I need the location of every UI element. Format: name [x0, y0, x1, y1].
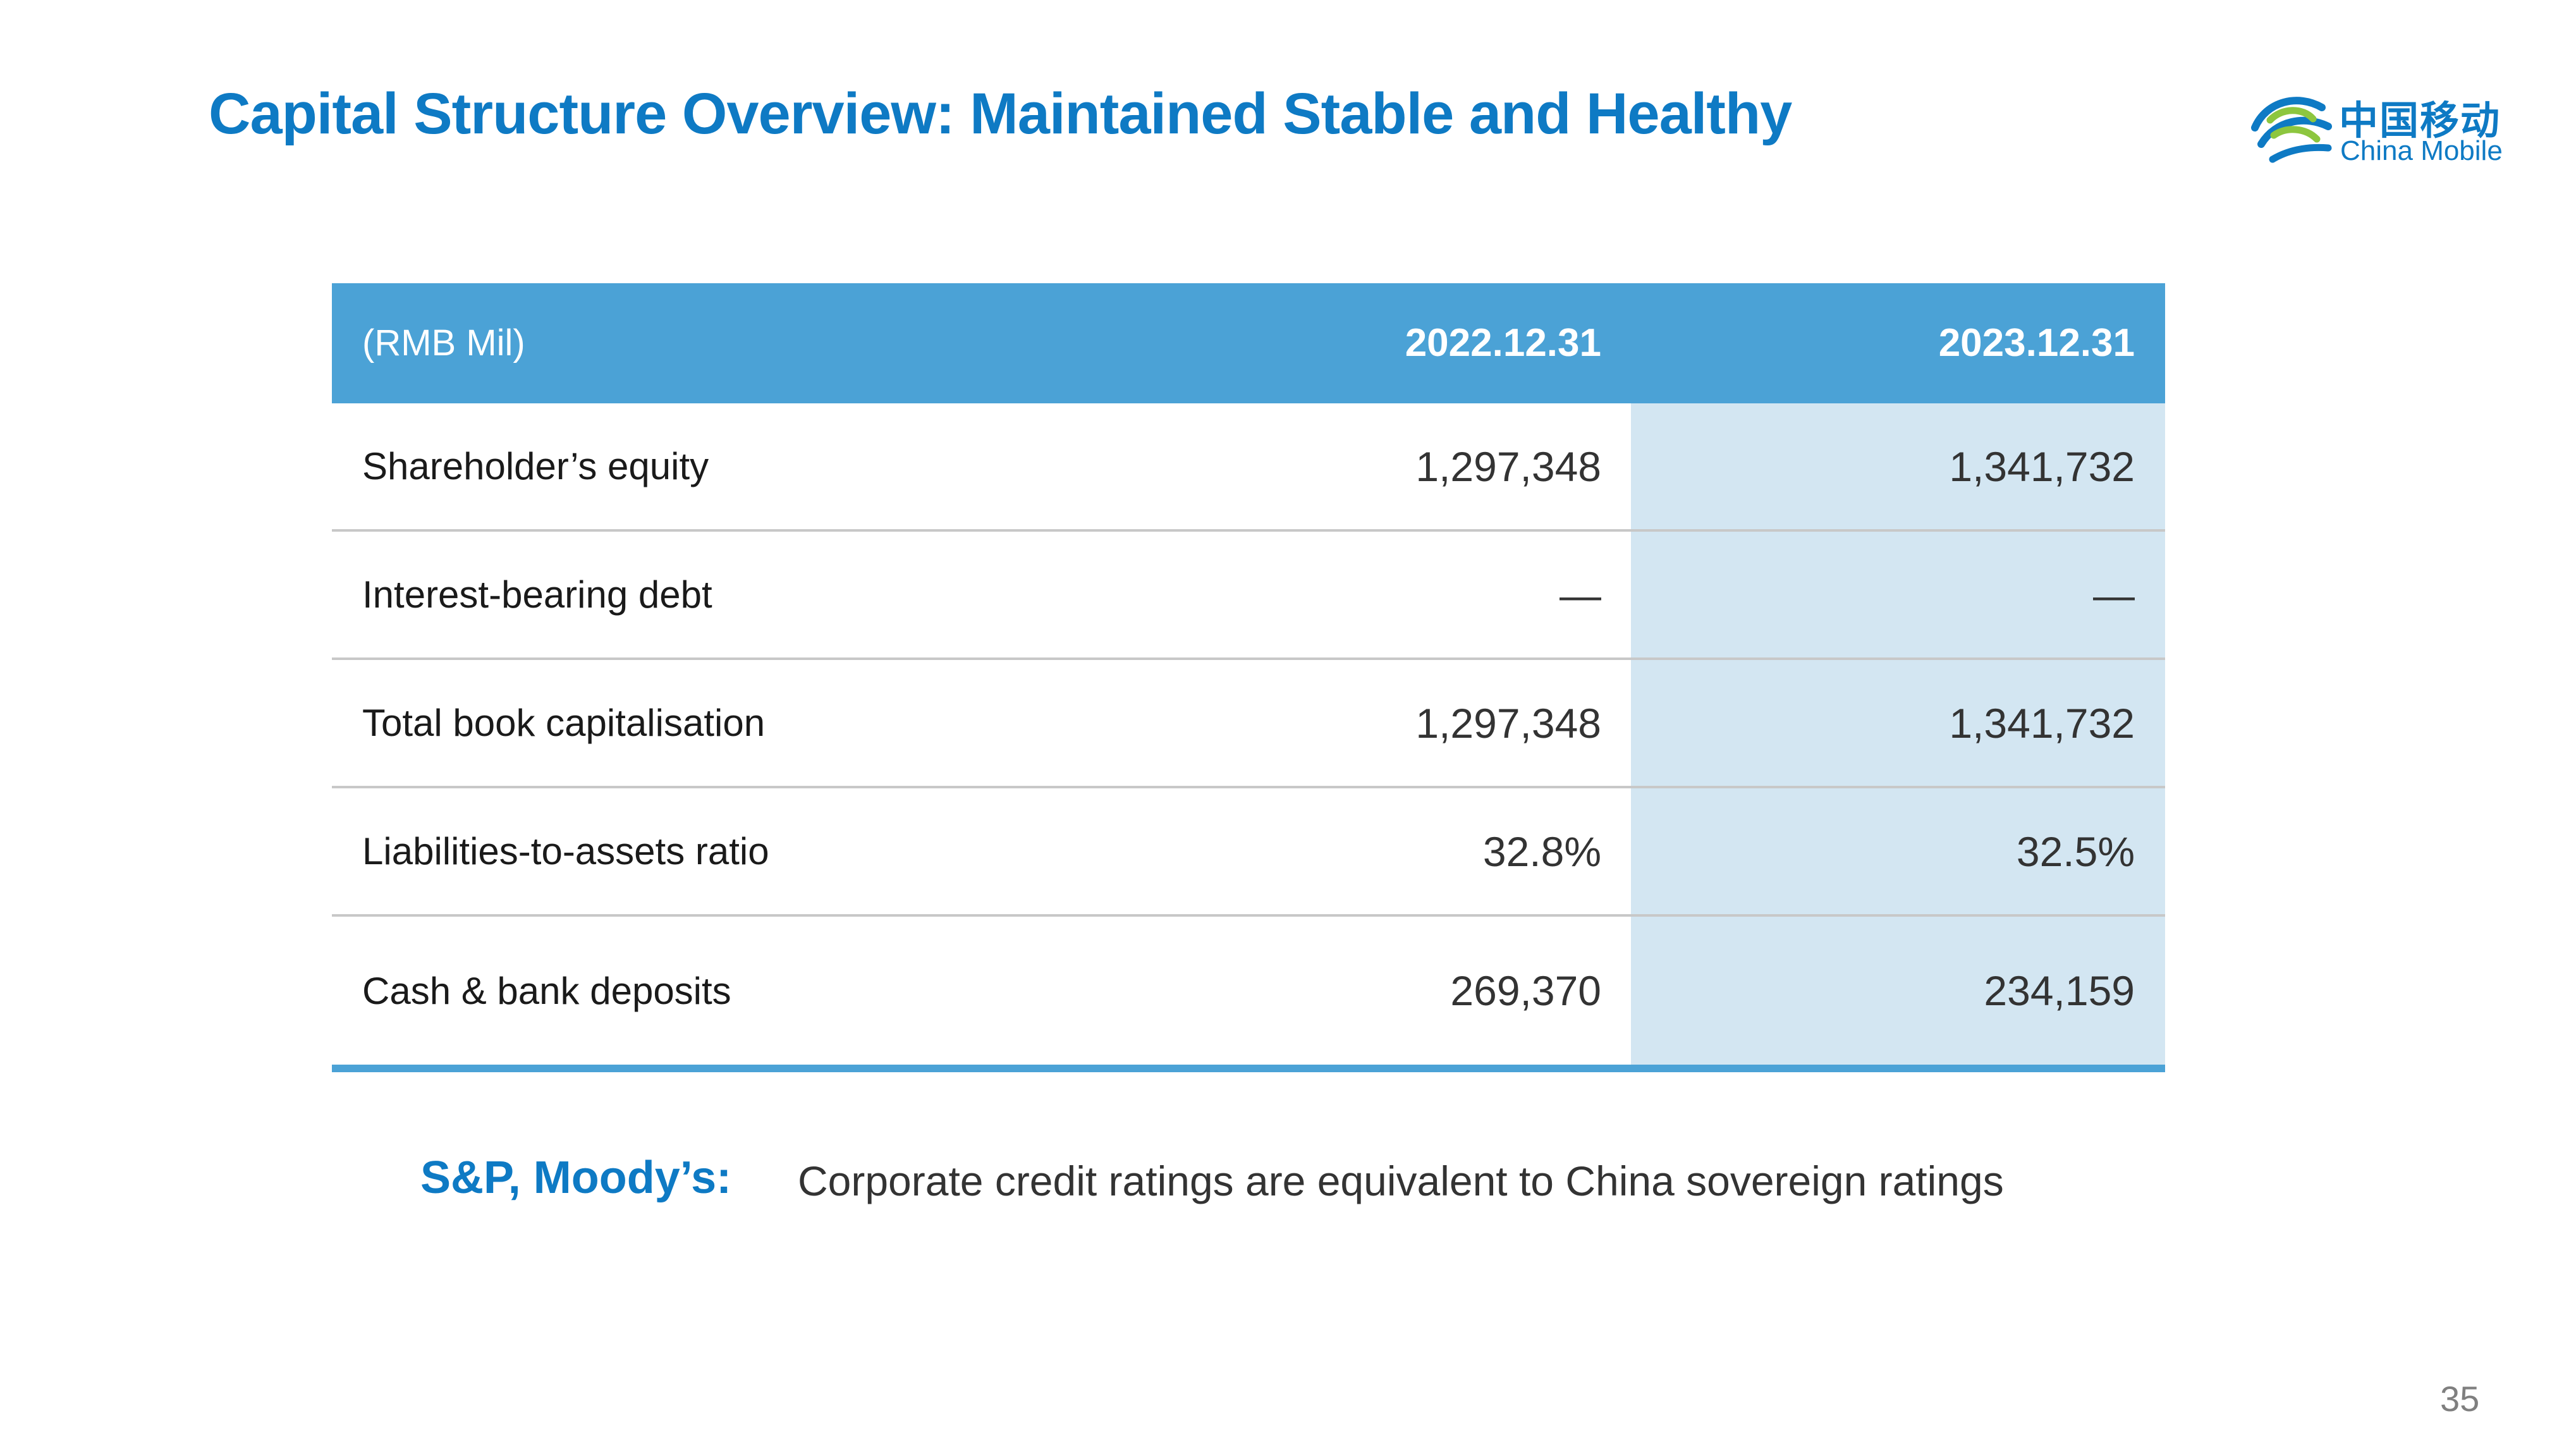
table-header: (RMB Mil) 2022.12.31 2023.12.31 — [332, 283, 2165, 403]
table-row: Shareholder’s equity 1,297,348 1,341,732 — [332, 403, 2165, 532]
row-label: Shareholder’s equity — [362, 445, 709, 487]
table-row: Interest-bearing debt — — — [332, 532, 2165, 660]
value-2022: 32.8% — [1482, 828, 1601, 875]
logo-english-name: China Mobile — [2340, 135, 2503, 166]
logo-chinese-name: 中国移动 — [2339, 97, 2501, 144]
row-label: Total book capitalisation — [362, 702, 766, 744]
capital-structure-table: (RMB Mil) 2022.12.31 2023.12.31 Sharehol… — [332, 283, 2165, 1072]
table-row: Liabilities-to-assets ratio 32.8% 32.5% — [332, 788, 2165, 917]
column-header-2023: 2023.12.31 — [1938, 321, 2135, 365]
value-2023: 32.5% — [2016, 828, 2135, 875]
page-number: 35 — [2440, 1379, 2480, 1419]
rating-note-text: Corporate credit ratings are equivalent … — [798, 1158, 2004, 1204]
value-2023: — — [2093, 571, 2135, 618]
value-2022: 1,297,348 — [1415, 443, 1601, 490]
table-row: Cash & bank deposits 269,370 234,159 — [332, 917, 2165, 1072]
value-2022: 269,370 — [1450, 967, 1601, 1014]
value-2022: — — [1560, 571, 1601, 618]
column-header-2022: 2022.12.31 — [1405, 321, 1601, 365]
rating-agencies-label: S&P, Moody’s: — [420, 1152, 732, 1203]
row-label: Liabilities-to-assets ratio — [362, 830, 769, 872]
value-2023: 234,159 — [1984, 967, 2135, 1014]
row-label: Cash & bank deposits — [362, 969, 731, 1012]
row-label: Interest-bearing debt — [362, 573, 712, 616]
china-mobile-logo-icon — [2251, 97, 2332, 163]
value-2023: 1,341,732 — [1949, 699, 2135, 747]
slide-title: Capital Structure Overview: Maintained S… — [209, 82, 1792, 146]
unit-label: (RMB Mil) — [362, 322, 525, 364]
table-row: Total book capitalisation 1,297,348 1,34… — [332, 660, 2165, 788]
value-2023: 1,341,732 — [1949, 443, 2135, 490]
company-logo: 中国移动 China Mobile — [2247, 82, 2513, 171]
value-2022: 1,297,348 — [1415, 699, 1601, 747]
